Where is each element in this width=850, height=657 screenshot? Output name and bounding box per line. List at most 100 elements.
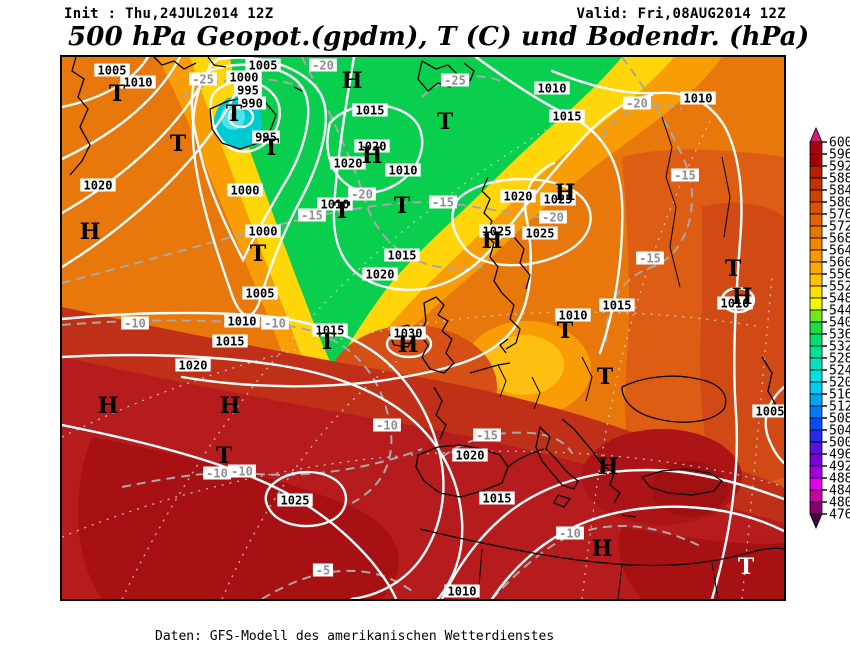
svg-text:-5: -5 xyxy=(316,564,330,578)
svg-text:1020: 1020 xyxy=(366,268,395,282)
svg-text:1020: 1020 xyxy=(179,359,208,373)
svg-text:-25: -25 xyxy=(444,74,466,88)
svg-text:1015: 1015 xyxy=(356,104,385,118)
svg-text:-15: -15 xyxy=(432,196,454,210)
temperature-label: -15 xyxy=(473,429,501,443)
scale-segment xyxy=(810,490,822,502)
pressure-center-low: T xyxy=(226,101,243,127)
temperature-label: -5 xyxy=(313,564,333,578)
pressure-label: 1005 xyxy=(242,287,277,301)
temperature-label: -10 xyxy=(373,419,401,433)
svg-text:1020: 1020 xyxy=(84,179,113,193)
pressure-label: 1000 xyxy=(245,225,280,239)
scale-segment xyxy=(810,238,822,250)
svg-text:-20: -20 xyxy=(626,97,648,111)
svg-text:1015: 1015 xyxy=(388,249,417,263)
svg-text:1010: 1010 xyxy=(228,315,257,329)
svg-text:1025: 1025 xyxy=(526,227,555,241)
weather-map-canvas: -25 -20 -25 -20 -20 -15 -15 -20 -15 -15 -10 -10 -10 -… xyxy=(62,57,784,599)
pressure-center-high: H xyxy=(80,219,101,245)
pressure-label: 1020 xyxy=(80,179,115,193)
pressure-center-high: H xyxy=(398,332,419,358)
svg-text:1015: 1015 xyxy=(483,492,512,506)
scale-segment xyxy=(810,214,822,226)
svg-text:-10: -10 xyxy=(124,317,146,331)
pressure-center-low: T xyxy=(394,193,411,219)
pressure-label: 1020 xyxy=(500,190,535,204)
temperature-label: -15 xyxy=(671,169,699,183)
scale-segment xyxy=(810,310,822,322)
scale-segment xyxy=(810,502,822,514)
svg-text:1025: 1025 xyxy=(281,494,310,508)
pressure-label: 990 xyxy=(238,97,266,111)
pressure-label: 1025 xyxy=(522,227,557,241)
credit-line-1: Daten: GFS-Modell des amerikanischen Wet… xyxy=(155,630,554,644)
svg-text:-20: -20 xyxy=(351,188,373,202)
temperature-label: -20 xyxy=(309,59,337,73)
scale-bottom-arrow xyxy=(810,514,822,528)
scale-segment xyxy=(810,382,822,394)
svg-text:1000: 1000 xyxy=(230,71,259,85)
scale-top-arrow xyxy=(810,128,822,142)
pressure-center-low: T xyxy=(250,241,267,267)
pressure-label: 1005 xyxy=(752,405,784,419)
pressure-center-low: T xyxy=(263,135,280,161)
pressure-label: 1010 xyxy=(224,315,259,329)
temperature-label: -20 xyxy=(623,97,651,111)
weather-map: -25 -20 -25 -20 -20 -15 -15 -20 -15 -15 -10 -10 -10 -… xyxy=(60,55,786,601)
pressure-label: 995 xyxy=(234,84,262,98)
temperature-label: -25 xyxy=(441,74,469,88)
scale-segment xyxy=(810,262,822,274)
pressure-center-high: H xyxy=(555,180,576,206)
svg-text:-10: -10 xyxy=(376,419,398,433)
pressure-center-low: T xyxy=(216,443,233,469)
svg-text:-15: -15 xyxy=(674,169,696,183)
scale-segment xyxy=(810,226,822,238)
pressure-center-high: H xyxy=(98,393,119,419)
scale-segment xyxy=(810,394,822,406)
svg-text:1005: 1005 xyxy=(246,287,275,301)
temperature-label: -20 xyxy=(539,211,567,225)
svg-text:1020: 1020 xyxy=(504,190,533,204)
svg-text:-10: -10 xyxy=(559,527,581,541)
pressure-label: 1020 xyxy=(330,157,365,171)
pressure-center-low: T xyxy=(557,318,574,344)
pressure-label: 1015 xyxy=(549,110,584,124)
temperature-label: -10 xyxy=(228,465,256,479)
pressure-center-low: T xyxy=(109,81,126,107)
valid-datetime-label: Valid: Fri,08AUG2014 12Z xyxy=(577,6,787,22)
pressure-center-low: T xyxy=(725,256,742,282)
svg-text:-20: -20 xyxy=(312,59,334,73)
svg-text:-20: -20 xyxy=(542,211,564,225)
pressure-label: 1015 xyxy=(599,299,634,313)
pressure-center-high: H xyxy=(342,68,363,94)
svg-text:1010: 1010 xyxy=(538,82,567,96)
temperature-label: -25 xyxy=(189,73,217,87)
scale-segment xyxy=(810,430,822,442)
svg-text:1010: 1010 xyxy=(389,164,418,178)
svg-text:1010: 1010 xyxy=(448,585,477,599)
pressure-center-high: H xyxy=(592,536,613,562)
pressure-label: 1000 xyxy=(226,71,261,85)
pressure-label: 1025 xyxy=(277,494,312,508)
scale-segment xyxy=(810,190,822,202)
pressure-center-low: T xyxy=(334,198,351,224)
scale-segment xyxy=(810,442,822,454)
temperature-label: -10 xyxy=(556,527,584,541)
pressure-center-low: T xyxy=(170,131,187,157)
pressure-label: 1010 xyxy=(120,76,155,90)
scale-segment xyxy=(810,370,822,382)
pressure-label: 1020 xyxy=(362,268,397,282)
pressure-label: 1010 xyxy=(680,92,715,106)
temperature-label: -15 xyxy=(429,196,457,210)
pressure-label: 1015 xyxy=(384,249,419,263)
svg-text:-15: -15 xyxy=(639,252,661,266)
svg-text:-10: -10 xyxy=(264,317,286,331)
pressure-center-high: H xyxy=(732,284,753,310)
svg-text:995: 995 xyxy=(237,84,259,98)
svg-text:-10: -10 xyxy=(231,465,253,479)
pressure-center-high: H xyxy=(598,454,619,480)
svg-text:1010: 1010 xyxy=(124,76,153,90)
pressure-label: 1010 xyxy=(444,585,479,599)
svg-text:-15: -15 xyxy=(476,429,498,443)
